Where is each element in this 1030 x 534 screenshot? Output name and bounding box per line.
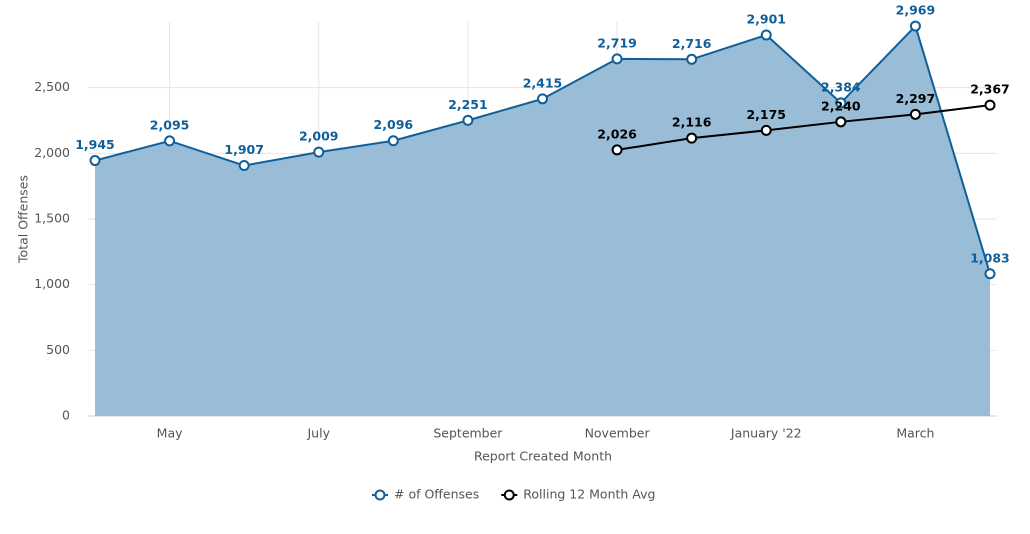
value-label: 2,719 bbox=[597, 35, 637, 50]
area bbox=[95, 26, 990, 417]
value-label: 2,901 bbox=[746, 12, 786, 27]
point bbox=[835, 116, 847, 128]
value-label: 2,415 bbox=[523, 75, 563, 90]
line bbox=[616, 104, 991, 151]
point bbox=[760, 124, 772, 136]
value-label: 2,384 bbox=[821, 79, 861, 94]
legend-marker bbox=[374, 489, 386, 501]
point bbox=[984, 268, 996, 280]
point bbox=[686, 132, 698, 144]
x-axis-title: Report Created Month bbox=[474, 449, 612, 464]
value-label: 2,096 bbox=[374, 117, 414, 132]
value-label: 2,026 bbox=[597, 126, 637, 141]
x-tick-label: May bbox=[157, 426, 183, 441]
value-label: 2,009 bbox=[299, 129, 339, 144]
y-tick-label: 1,000 bbox=[34, 276, 70, 291]
point bbox=[909, 20, 921, 32]
point bbox=[313, 146, 325, 158]
value-label: 1,083 bbox=[970, 250, 1010, 265]
point bbox=[238, 160, 250, 172]
point bbox=[760, 29, 772, 41]
x-tick-label: January '22 bbox=[730, 426, 802, 441]
point bbox=[611, 53, 623, 65]
point bbox=[462, 114, 474, 126]
value-label: 2,116 bbox=[672, 115, 712, 130]
point bbox=[164, 135, 176, 147]
value-label: 2,251 bbox=[448, 97, 488, 112]
point bbox=[611, 144, 623, 156]
point bbox=[89, 155, 101, 167]
y-tick-label: 1,500 bbox=[34, 211, 70, 226]
point bbox=[537, 93, 548, 105]
y-tick-label: 0 bbox=[62, 408, 70, 423]
point bbox=[686, 53, 698, 65]
y-tick-label: 500 bbox=[46, 342, 70, 357]
y-axis-title: Total Offenses bbox=[16, 175, 31, 264]
x-tick-label: September bbox=[433, 426, 503, 441]
value-label: 2,367 bbox=[970, 82, 1010, 97]
value-label: 1,907 bbox=[224, 142, 264, 157]
point bbox=[387, 135, 399, 147]
value-label: 2,297 bbox=[896, 91, 936, 106]
legend-label: # of Offenses bbox=[394, 487, 479, 502]
value-label: 1,945 bbox=[75, 137, 115, 152]
legend-marker bbox=[503, 489, 515, 501]
y-tick-label: 2,000 bbox=[34, 145, 70, 160]
y-tick-label: 2,500 bbox=[34, 79, 70, 94]
x-tick-label: November bbox=[585, 426, 651, 441]
value-label: 2,175 bbox=[746, 107, 786, 122]
point bbox=[909, 108, 921, 120]
value-label: 2,969 bbox=[896, 3, 936, 18]
x-tick-label: March bbox=[896, 426, 934, 441]
legend-label: Rolling 12 Month Avg bbox=[523, 487, 655, 502]
value-label: 2,716 bbox=[672, 36, 712, 51]
value-label: 2,095 bbox=[150, 117, 190, 132]
point bbox=[984, 99, 996, 111]
point bbox=[835, 97, 847, 109]
x-tick-label: July bbox=[307, 426, 331, 441]
value-label: 2,240 bbox=[821, 98, 861, 113]
